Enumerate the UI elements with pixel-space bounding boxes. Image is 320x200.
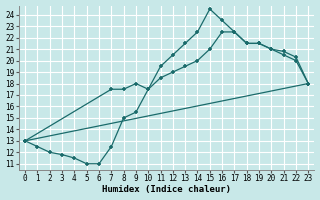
- X-axis label: Humidex (Indice chaleur): Humidex (Indice chaleur): [102, 185, 231, 194]
